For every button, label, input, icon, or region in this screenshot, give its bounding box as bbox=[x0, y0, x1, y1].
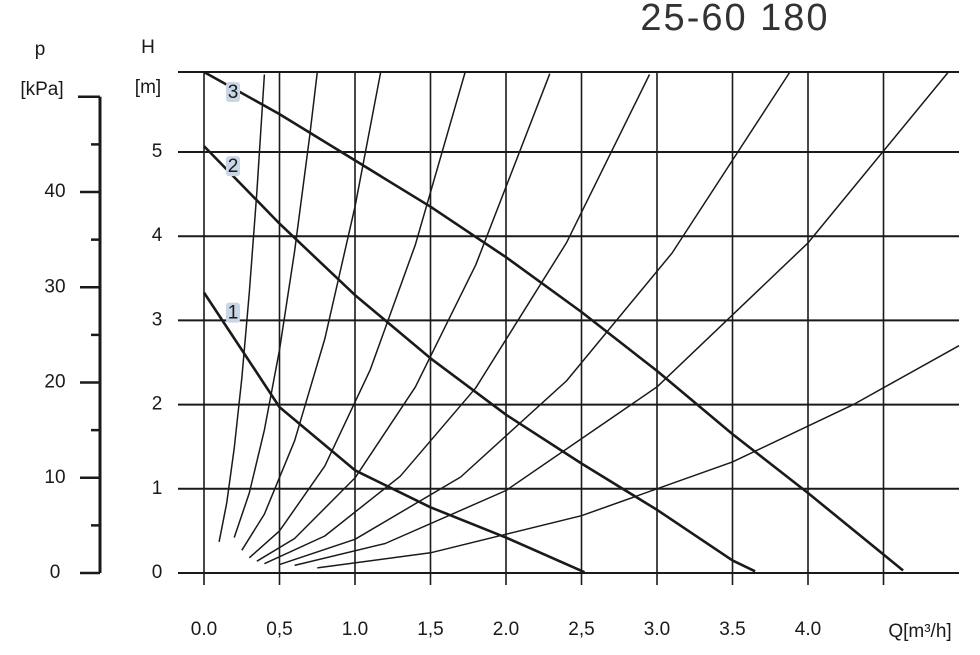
y2-axis-unit: [kPa] bbox=[20, 79, 63, 100]
system-curve bbox=[241, 71, 382, 551]
pump-curve bbox=[202, 291, 586, 574]
system-curve bbox=[294, 71, 949, 567]
x-tick-label: 2,5 bbox=[568, 619, 594, 640]
system-curve bbox=[317, 345, 960, 569]
y-tick-label: 3 bbox=[152, 309, 163, 330]
system-curve bbox=[264, 74, 651, 565]
y2-tick-label: 10 bbox=[44, 467, 65, 488]
y-tick-label: 5 bbox=[152, 141, 163, 162]
curve-label: 3 bbox=[228, 82, 239, 103]
curve-label: 2 bbox=[228, 156, 239, 177]
curve-label-bg bbox=[226, 156, 240, 177]
y2-tick-label: 0 bbox=[50, 562, 61, 583]
y-axis-label: H bbox=[141, 37, 155, 58]
pump-curve bbox=[203, 145, 756, 573]
pump-curve bbox=[203, 70, 904, 572]
chart-title: 25-60 180 bbox=[640, 0, 829, 39]
y2-tick-label: 40 bbox=[44, 181, 65, 202]
x-tick-label: 3.0 bbox=[644, 619, 670, 640]
system-curve bbox=[233, 71, 319, 538]
x-tick-label: 3.5 bbox=[719, 619, 745, 640]
x-tick-label: 1,5 bbox=[417, 619, 443, 640]
system-curve bbox=[279, 71, 791, 566]
y-tick-label: 1 bbox=[152, 478, 163, 499]
y-tick-label: 0 bbox=[152, 562, 163, 583]
system-curve bbox=[218, 74, 266, 542]
curve-label: 1 bbox=[228, 303, 239, 324]
x-tick-label: 0.0 bbox=[191, 619, 217, 640]
y-axis-unit: [m] bbox=[135, 77, 161, 98]
y2-tick-label: 30 bbox=[44, 276, 65, 297]
y2-tick-label: 20 bbox=[44, 372, 65, 393]
x-tick-label: 0,5 bbox=[266, 619, 292, 640]
x-axis-label: Q[m³/h] bbox=[888, 621, 951, 642]
x-tick-label: 4.0 bbox=[795, 619, 821, 640]
system-curve bbox=[256, 73, 551, 562]
curve-label-bg bbox=[226, 82, 240, 102]
y-tick-label: 4 bbox=[152, 225, 163, 246]
curve-label-bg bbox=[226, 302, 240, 323]
y-tick-label: 2 bbox=[152, 394, 163, 415]
x-tick-label: 1.0 bbox=[342, 619, 368, 640]
system-curve bbox=[248, 71, 466, 559]
x-tick-label: 2.0 bbox=[493, 619, 519, 640]
y2-axis-label: p bbox=[35, 39, 46, 60]
